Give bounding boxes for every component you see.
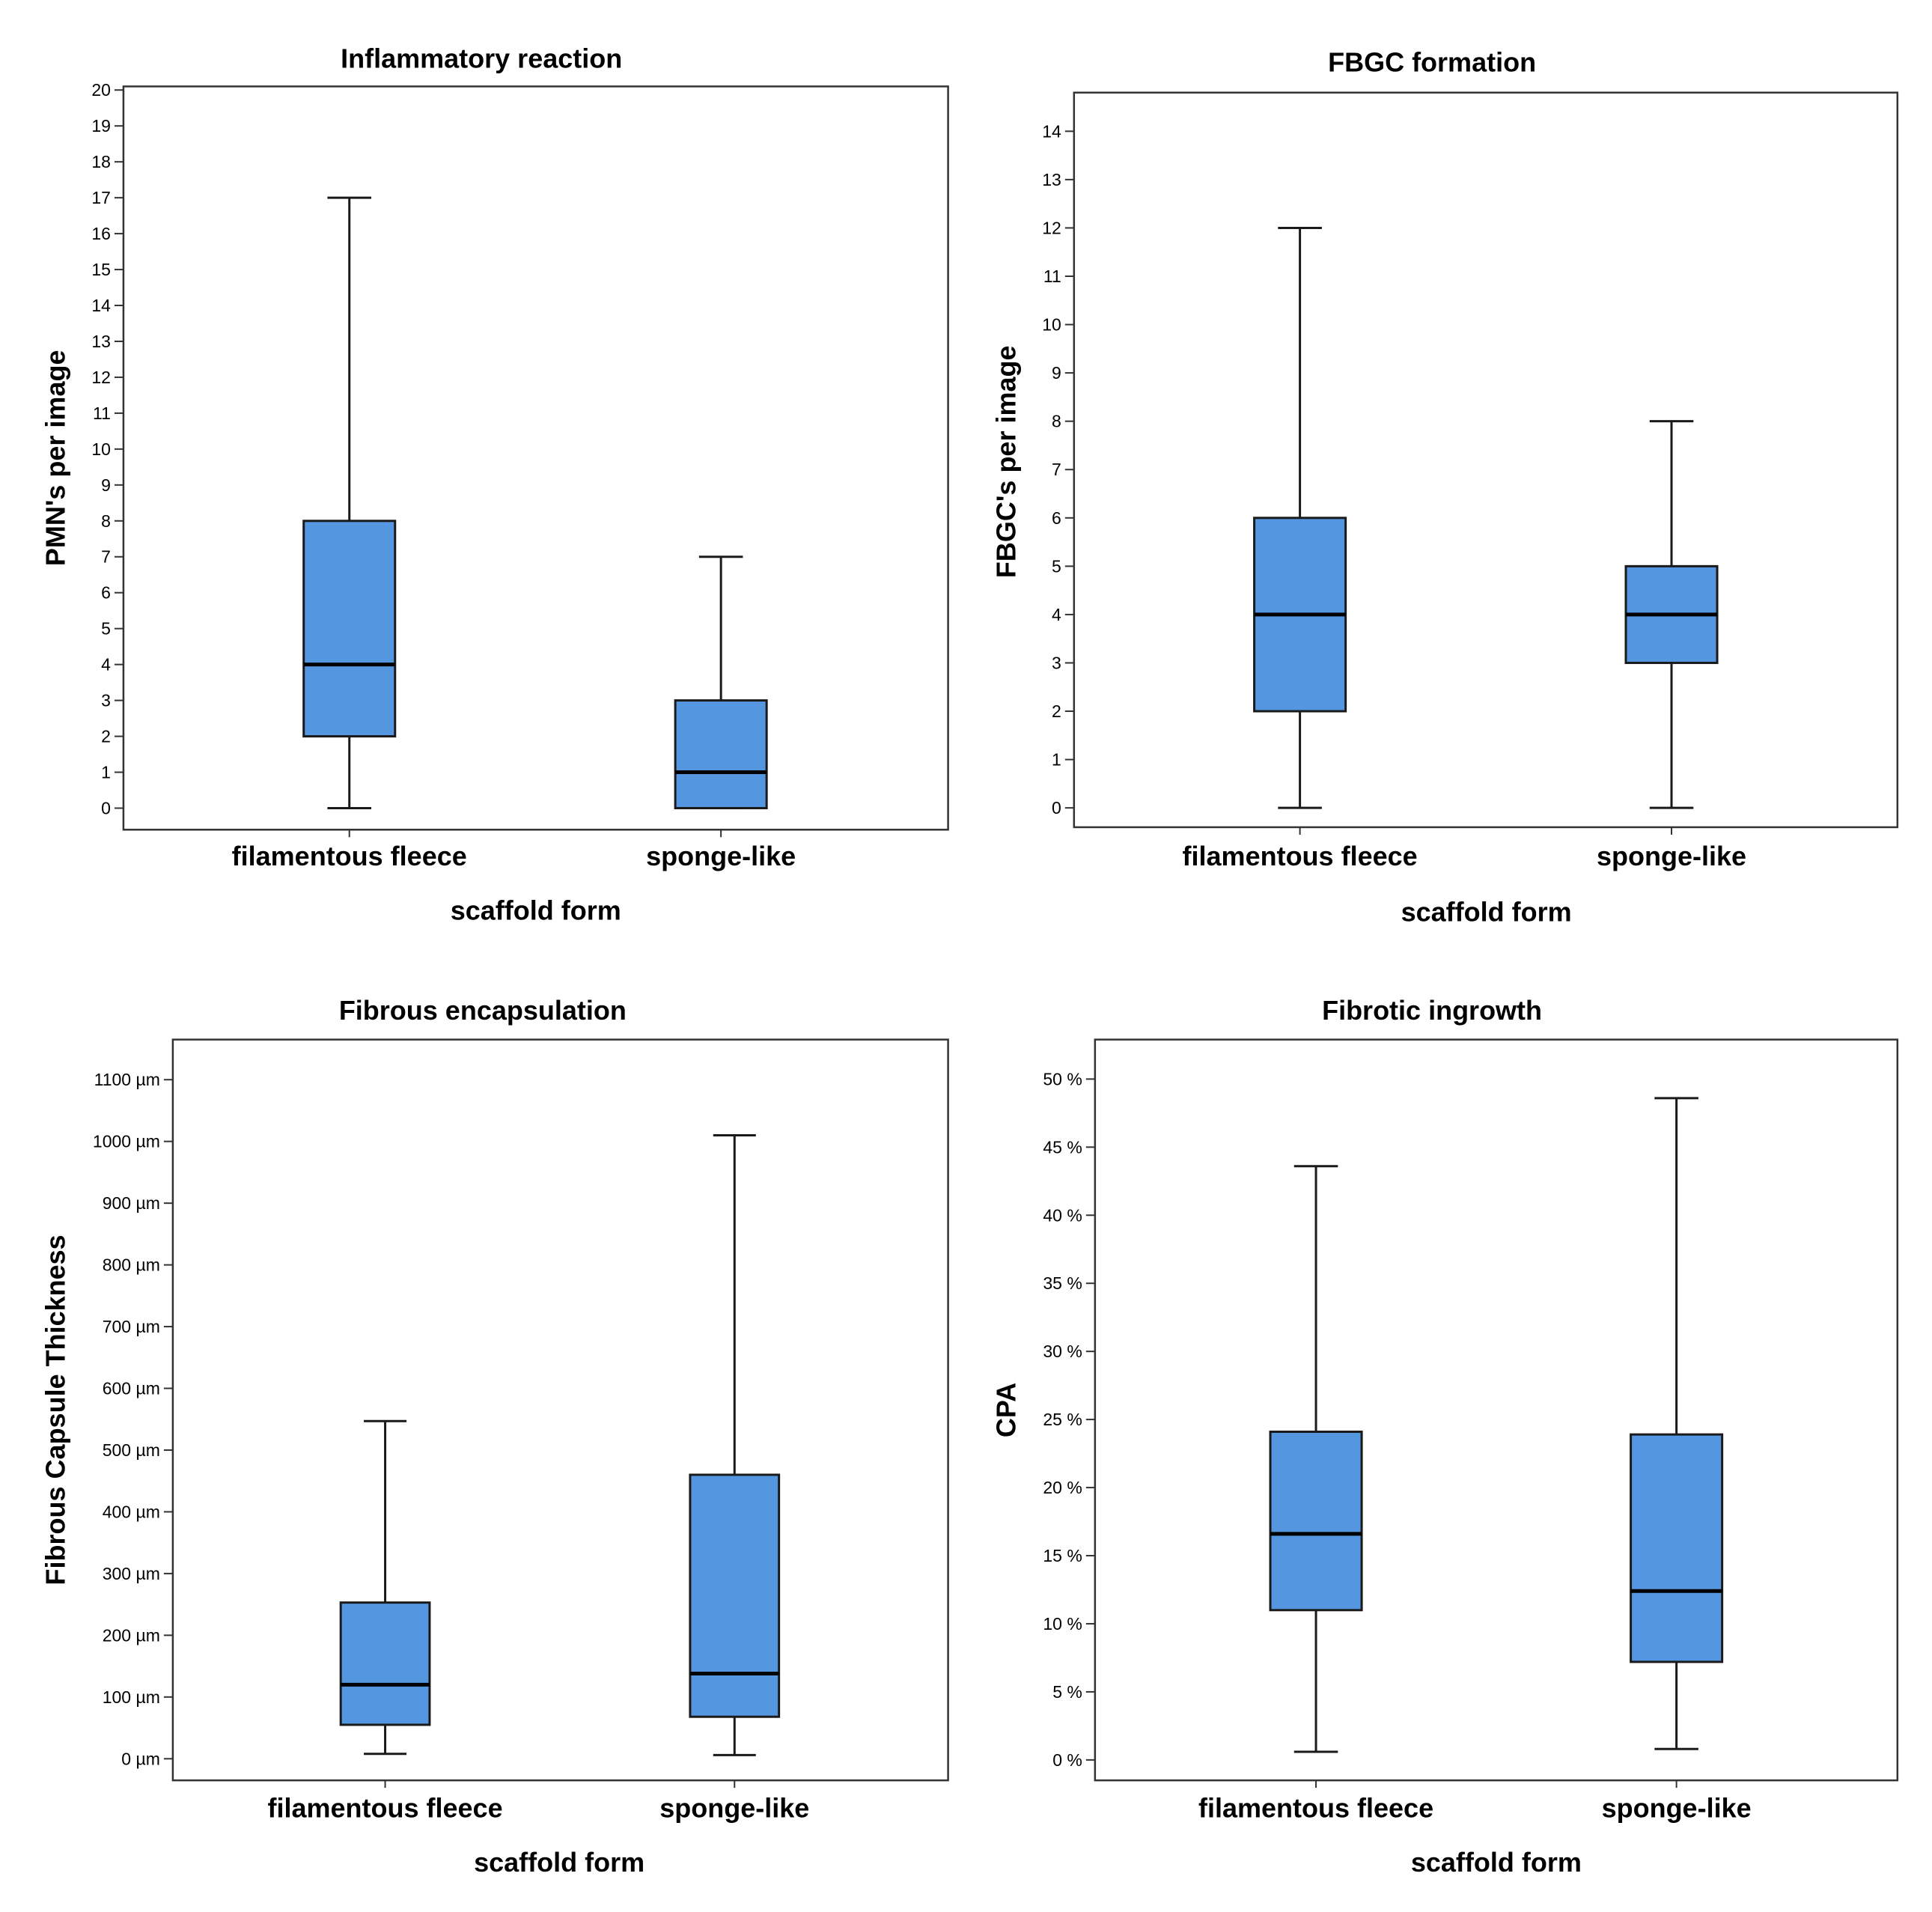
plot-frame	[1073, 91, 1899, 829]
y-tick-label: 0 µm	[121, 1749, 160, 1768]
y-tick-label: 13	[1042, 170, 1061, 189]
box-filamentous-fleece	[1269, 1430, 1363, 1612]
y-tick-label: 10 %	[1043, 1614, 1082, 1634]
y-tick-label: 300 µm	[103, 1564, 160, 1583]
x-category-label: sponge-like	[659, 1793, 809, 1824]
y-tick-label: 30 %	[1043, 1342, 1082, 1361]
x-category-label: sponge-like	[1597, 841, 1746, 871]
panel-fibrous-encapsulation: Fibrous encapsulation Fibrous Capsule Thi…	[40, 995, 949, 1878]
y-tick-label: 11	[1043, 267, 1061, 286]
plot-frame	[171, 1038, 949, 1782]
y-tick-label: 1	[101, 763, 111, 782]
y-tick-label: 9	[1052, 363, 1061, 383]
y-tick-label: 18	[91, 152, 111, 171]
y-tick-label: 9	[101, 475, 111, 495]
y-tick-label: 40 %	[1043, 1205, 1082, 1225]
y-tick-label: 50 %	[1043, 1069, 1082, 1089]
y-tick-label: 0	[101, 798, 111, 818]
x-category-label: sponge-like	[1602, 1793, 1752, 1824]
x-axis-label: scaffold form	[474, 1847, 644, 1878]
y-tick-label: 3	[1052, 653, 1061, 672]
y-tick-label: 6	[101, 583, 111, 603]
y-axis-label: Fibrous Capsule Thickness	[40, 1234, 71, 1585]
chart-title: Fibrous encapsulation	[339, 995, 627, 1026]
y-tick-label: 17	[91, 188, 111, 207]
y-tick-label: 7	[1052, 460, 1061, 479]
chart-title: Fibrotic ingrowth	[1322, 995, 1542, 1026]
y-tick-label: 1100 µm	[94, 1070, 160, 1089]
y-tick-label: 35 %	[1043, 1273, 1082, 1293]
y-tick-label: 5	[1052, 556, 1061, 576]
y-tick-label: 700 µm	[103, 1317, 160, 1336]
y-tick-label: 13	[91, 332, 111, 351]
y-tick-label: 25 %	[1043, 1410, 1082, 1429]
y-tick-label: 19	[91, 116, 111, 136]
y-tick-label: 16	[91, 224, 111, 243]
x-axis-label: scaffold form	[451, 895, 621, 926]
y-tick-label: 20 %	[1043, 1478, 1082, 1497]
plot-frame	[1094, 1038, 1899, 1782]
y-tick-label: 12	[1042, 218, 1061, 237]
box-sponge-like	[1630, 1433, 1724, 1663]
box-sponge-like	[674, 699, 768, 809]
y-tick-label: 800 µm	[103, 1255, 160, 1275]
y-tick-label: 2	[101, 727, 111, 746]
y-tick-label: 14	[91, 296, 111, 315]
box-filamentous-fleece	[302, 520, 397, 738]
y-tick-label: 2	[1052, 701, 1061, 721]
y-tick-label: 1	[1052, 750, 1061, 770]
box-filamentous-fleece	[339, 1601, 431, 1726]
x-category-label: filamentous fleece	[267, 1793, 502, 1824]
y-tick-label: 200 µm	[103, 1625, 160, 1645]
y-tick-label: 900 µm	[103, 1193, 160, 1213]
plot-frame	[122, 85, 949, 831]
y-tick-label: 500 µm	[103, 1440, 160, 1460]
y-tick-label: 4	[101, 655, 111, 675]
y-tick-label: 15	[91, 260, 111, 279]
y-tick-label: 10	[1042, 315, 1061, 335]
y-tick-label: 11	[93, 404, 111, 423]
y-tick-label: 5	[101, 619, 111, 639]
y-tick-label: 100 µm	[103, 1687, 160, 1707]
x-category-label: filamentous fleece	[1183, 841, 1418, 871]
y-tick-label: 0	[1052, 798, 1061, 818]
y-tick-label: 3	[101, 691, 111, 710]
panel-inflammatory-reaction: Inflammatory reaction PMN's per image scaf…	[40, 43, 949, 926]
y-tick-label: 6	[1052, 508, 1061, 528]
y-tick-label: 14	[1042, 121, 1061, 141]
x-category-label: sponge-like	[646, 841, 796, 871]
chart-title: FBGC formation	[1328, 47, 1536, 78]
y-tick-label: 20	[91, 80, 111, 100]
box-sponge-like	[689, 1473, 781, 1718]
y-axis-label: CPA	[991, 1383, 1022, 1437]
chart-title: Inflammatory reaction	[341, 43, 622, 74]
x-axis-label: scaffold form	[1411, 1847, 1582, 1878]
y-tick-label: 8	[1052, 412, 1061, 431]
y-tick-label: 15 %	[1043, 1546, 1082, 1565]
y-tick-label: 7	[101, 547, 111, 567]
y-tick-label: 600 µm	[103, 1379, 160, 1398]
y-tick-label: 8	[101, 511, 111, 531]
y-tick-label: 45 %	[1043, 1137, 1082, 1157]
y-tick-label: 1000 µm	[93, 1132, 160, 1151]
panel-fbgc-formation: FBGC formation FBGC's per image scaffold f…	[991, 47, 1899, 927]
y-tick-label: 4	[1052, 605, 1061, 624]
x-category-label: filamentous fleece	[232, 841, 467, 871]
y-axis-label: FBGC's per image	[991, 345, 1022, 578]
y-tick-label: 5 %	[1052, 1682, 1082, 1702]
x-category-label: filamentous fleece	[1198, 1793, 1433, 1824]
y-tick-label: 10	[91, 439, 111, 459]
x-axis-label: scaffold form	[1401, 896, 1572, 927]
y-tick-label: 0 %	[1052, 1750, 1082, 1770]
y-tick-label: 400 µm	[103, 1502, 160, 1521]
y-axis-label: PMN's per image	[40, 350, 71, 567]
y-tick-label: 12	[91, 368, 111, 387]
panel-fibrotic-ingrowth: Fibrotic ingrowth CPA scaffold form 0 % 5 % 1…	[991, 995, 1899, 1878]
